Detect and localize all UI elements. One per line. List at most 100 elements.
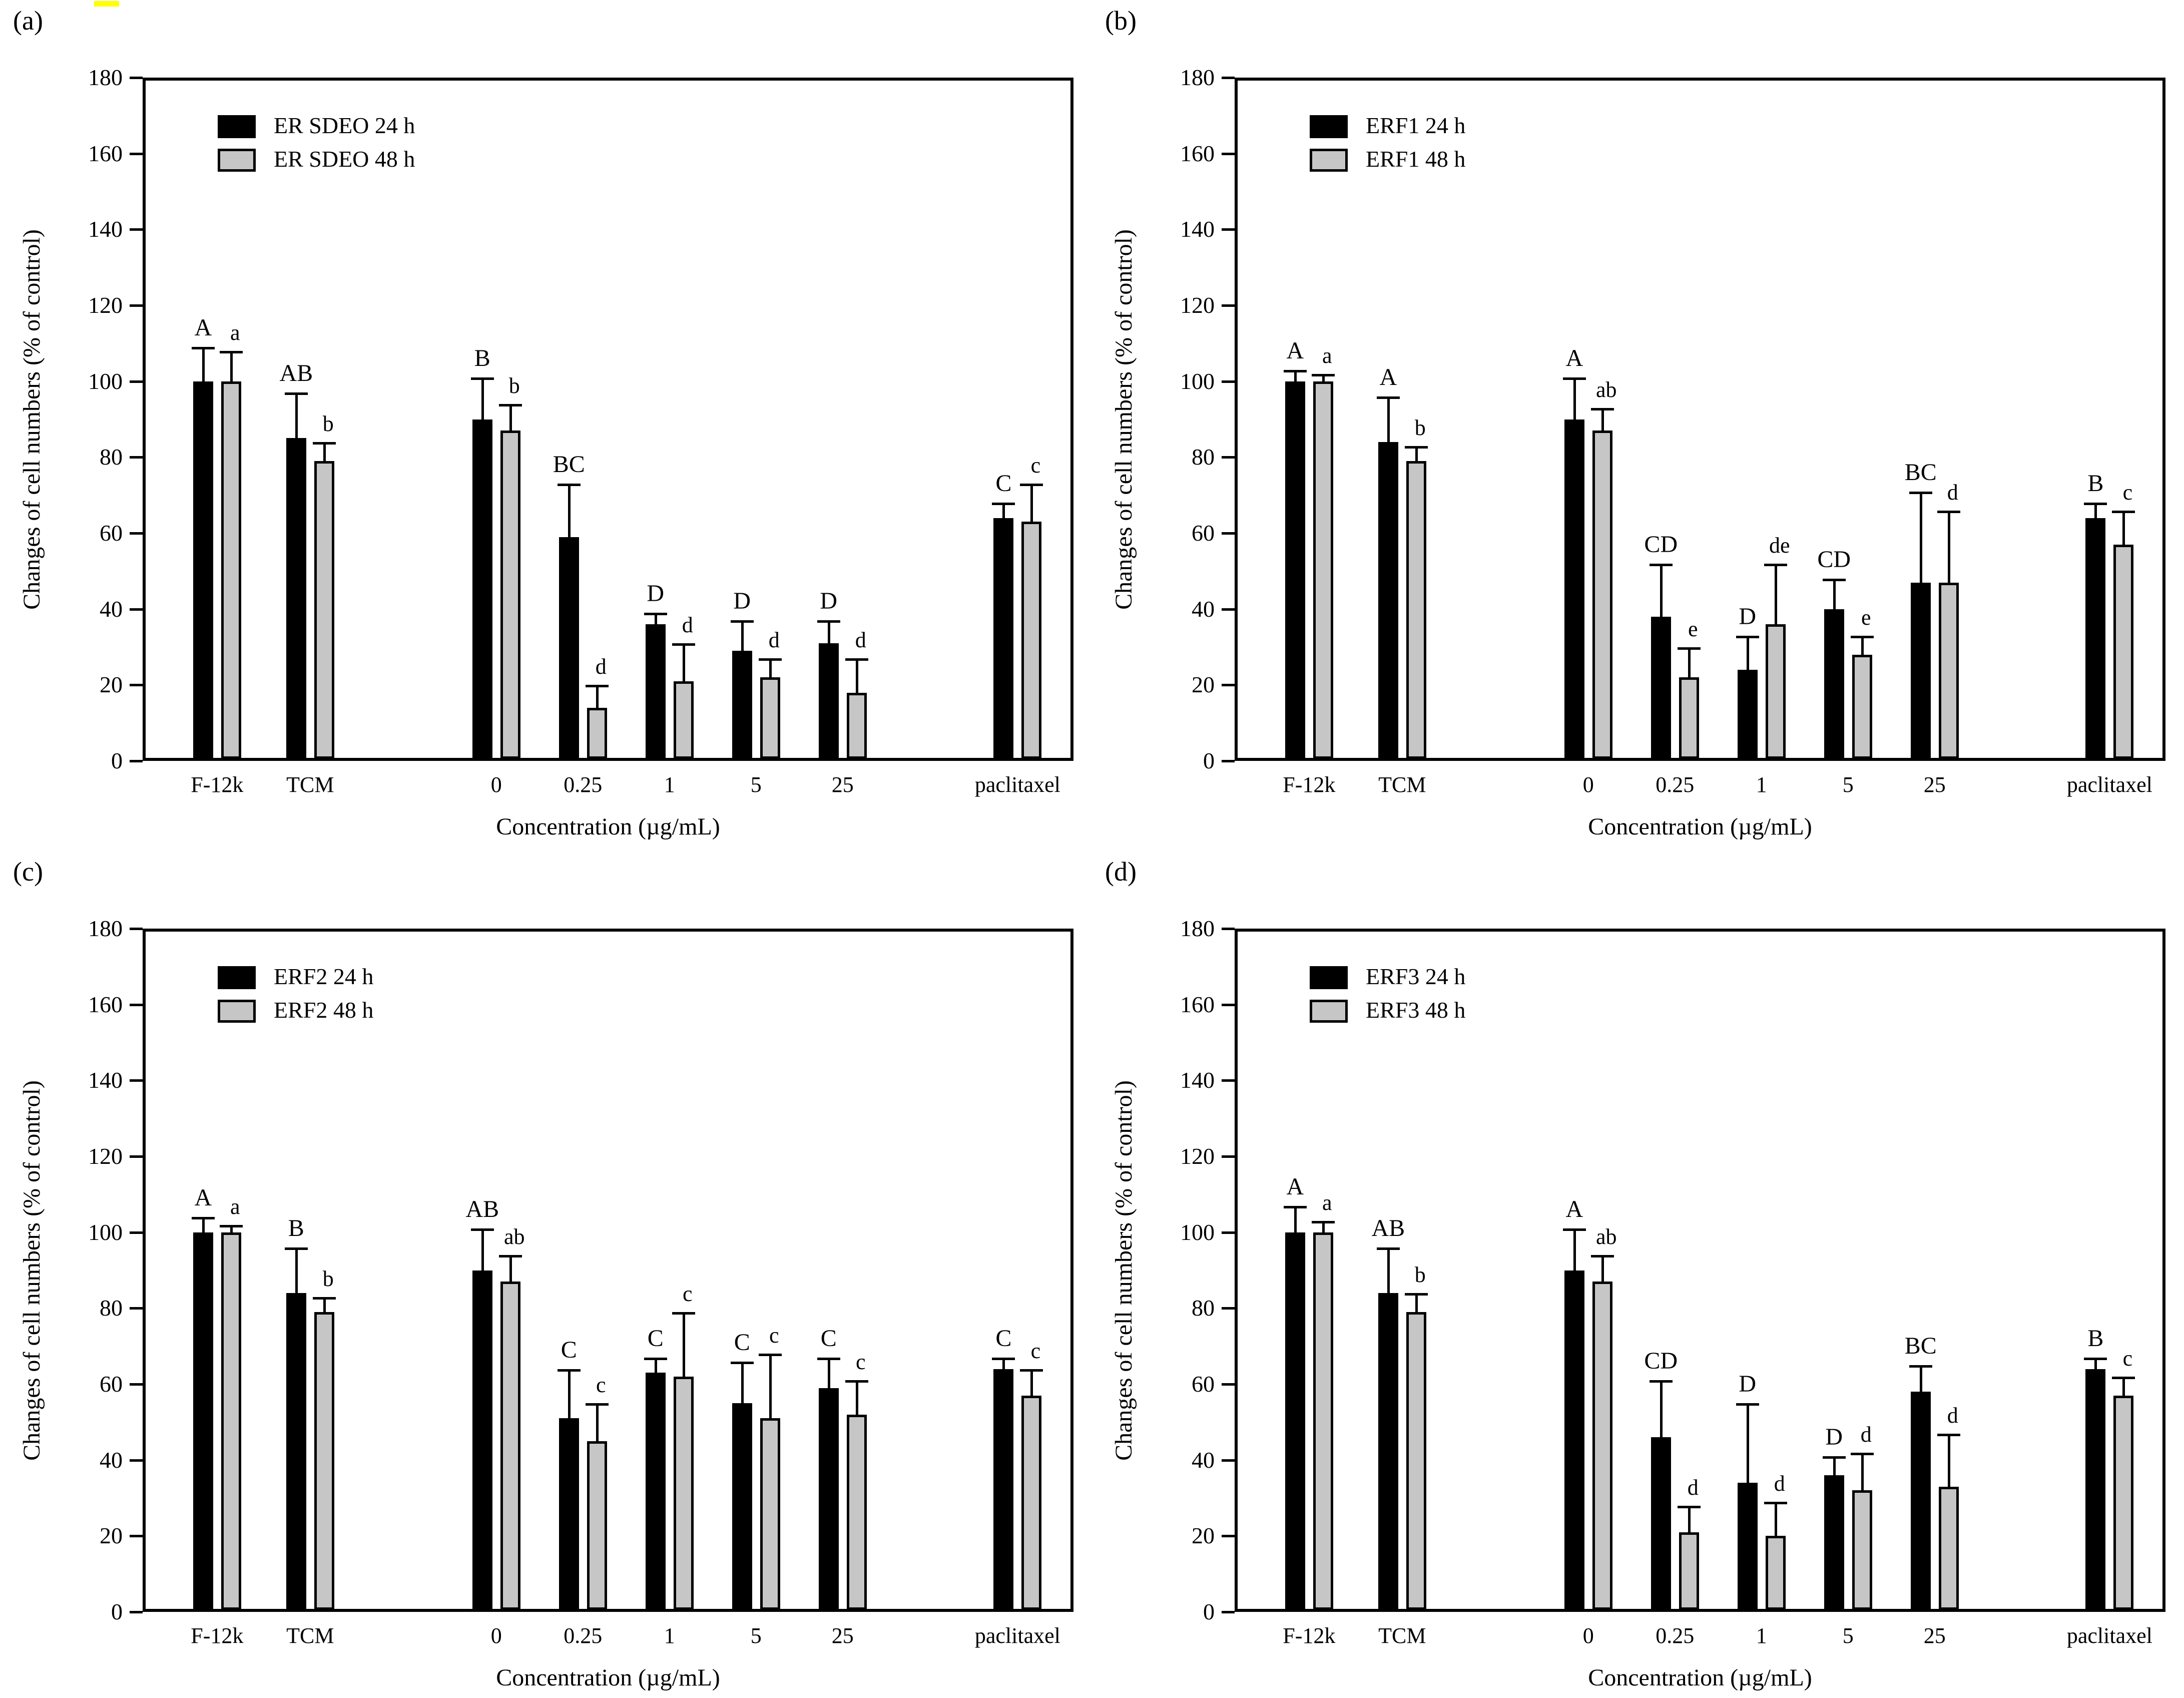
sig-letter-25-24h: D xyxy=(820,588,838,615)
error-cap-TCM-48h xyxy=(312,1297,336,1300)
y-tick-label-40: 40 xyxy=(1192,596,1215,622)
error-cap-1-24h xyxy=(1736,1403,1759,1406)
y-tick-60 xyxy=(130,1383,143,1386)
y-tick-label-120: 120 xyxy=(1180,1143,1215,1169)
bar-1-24h xyxy=(645,1373,666,1610)
y-tick-label-180: 180 xyxy=(88,65,123,90)
panel-b: (b) 0 20 40 60 80 100 120 140 160 180 Changes of ce… xyxy=(1092,0,2184,847)
error-cap-0-24h xyxy=(1562,1228,1586,1231)
y-tick-label-60: 60 xyxy=(100,1371,123,1397)
error-stem-5-24h xyxy=(741,620,744,653)
error-cap-TCM-24h xyxy=(284,1247,308,1250)
error-cap-F-12k-24h xyxy=(1283,369,1307,372)
sig-letter-1-48h: d xyxy=(1774,1471,1785,1496)
panel-a: (a) 0 20 40 60 80 100 120 140 160 180 Changes of ce… xyxy=(0,0,1092,847)
error-stem-0-48h xyxy=(1601,1255,1604,1284)
error-cap-paclitaxel-24h xyxy=(992,1357,1015,1360)
y-tick-label-20: 20 xyxy=(1192,672,1215,698)
y-tick-label-80: 80 xyxy=(100,444,123,470)
error-stem-5-24h xyxy=(1833,1456,1836,1477)
legend-label-48h: ER SDEO 48 h xyxy=(274,146,415,172)
error-cap-1-24h xyxy=(644,1357,667,1360)
panel-letter-d: (d) xyxy=(1105,857,1137,887)
sig-letter-F-12k-48h: a xyxy=(230,320,240,345)
bar-5-48h xyxy=(760,677,780,759)
error-stem-TCM-24h xyxy=(295,1247,298,1295)
y-tick-label-80: 80 xyxy=(1192,444,1215,470)
bar-0-24h xyxy=(472,419,492,759)
sig-letter-5-48h: e xyxy=(1861,605,1871,630)
sig-letter-0-24h: AB xyxy=(465,1196,499,1223)
y-tick-180 xyxy=(1222,928,1235,930)
sig-letter-TCM-24h: AB xyxy=(1371,1215,1405,1241)
sig-letter-25-24h: C xyxy=(820,1325,837,1352)
sig-letter-25-48h: d xyxy=(1947,480,1958,505)
bar-25-48h xyxy=(1938,1486,1959,1610)
x-label-F-12k: F-12k xyxy=(1283,772,1336,797)
y-tick-label-0: 0 xyxy=(111,1599,123,1624)
bar-F-12k-24h xyxy=(1285,381,1305,759)
error-cap-0.25-24h xyxy=(557,1369,581,1372)
x-label-0: 0 xyxy=(1582,772,1594,797)
sig-letter-0.25-24h: BC xyxy=(553,451,585,478)
x-label-F-12k: F-12k xyxy=(191,772,244,797)
y-tick-label-0: 0 xyxy=(1203,1599,1215,1624)
bar-F-12k-48h xyxy=(221,1232,241,1610)
y-tick-140 xyxy=(130,228,143,231)
legend-label-48h: ERF2 48 h xyxy=(274,997,374,1023)
sig-letter-1-24h: D xyxy=(1739,1370,1757,1397)
error-cap-0.25-24h xyxy=(1649,1380,1673,1383)
x-label-0.25: 0.25 xyxy=(1656,1623,1695,1648)
sig-letter-F-12k-48h: a xyxy=(1322,1190,1332,1215)
sig-letter-0-48h: ab xyxy=(1596,1224,1617,1249)
y-tick-80 xyxy=(1222,1307,1235,1310)
y-tick-label-180: 180 xyxy=(1180,65,1215,90)
sig-letter-0-48h: b xyxy=(508,373,520,398)
y-tick-140 xyxy=(1222,1079,1235,1082)
x-label-5: 5 xyxy=(750,1623,762,1648)
x-label-0: 0 xyxy=(490,772,502,797)
sig-letter-1-48h: de xyxy=(1769,533,1790,558)
error-cap-0.25-24h xyxy=(557,484,581,487)
error-stem-F-12k-48h xyxy=(1322,373,1325,383)
error-cap-5-24h xyxy=(730,620,754,623)
x-axis-title: Concentration (µg/mL) xyxy=(1588,813,1812,840)
sig-letter-0.25-48h: e xyxy=(1688,616,1698,641)
error-cap-25-24h xyxy=(817,1357,840,1360)
y-tick-180 xyxy=(130,928,143,930)
bar-0.25-48h xyxy=(587,1441,607,1610)
y-tick-0 xyxy=(1222,760,1235,762)
sig-letter-5-24h: C xyxy=(734,1329,750,1356)
x-label-TCM: TCM xyxy=(1378,772,1426,797)
bar-TCM-48h xyxy=(314,1312,334,1610)
error-cap-TCM-48h xyxy=(1404,446,1428,449)
x-label-25: 25 xyxy=(1923,772,1946,797)
sig-letter-0-48h: ab xyxy=(1596,377,1617,402)
bar-5-24h xyxy=(1824,1475,1844,1610)
error-stem-1-24h xyxy=(654,1357,657,1375)
y-tick-160 xyxy=(130,152,143,155)
y-tick-60 xyxy=(1222,1383,1235,1386)
sig-letter-0-24h: A xyxy=(1565,1196,1583,1223)
y-tick-140 xyxy=(130,1079,143,1082)
sig-letter-paclitaxel-48h: c xyxy=(1030,453,1041,478)
x-label-0.25: 0.25 xyxy=(564,772,603,797)
error-stem-paclitaxel-48h xyxy=(1030,1369,1033,1398)
error-cap-0-24h xyxy=(1562,377,1586,380)
y-axis-title: Changes of cell numbers (% of control) xyxy=(19,229,45,610)
y-tick-label-140: 140 xyxy=(88,216,123,242)
error-cap-TCM-24h xyxy=(1376,1247,1400,1250)
error-stem-0-24h xyxy=(1573,377,1576,421)
error-cap-1-24h xyxy=(1736,635,1759,638)
legend-swatch-24h xyxy=(1310,966,1348,989)
x-label-5: 5 xyxy=(750,772,762,797)
x-label-5: 5 xyxy=(1842,1623,1854,1648)
y-tick-label-160: 160 xyxy=(88,140,123,166)
error-stem-5-48h xyxy=(1861,635,1864,657)
error-stem-1-24h xyxy=(654,613,657,626)
bar-TCM-24h xyxy=(1378,1293,1398,1610)
sig-letter-TCM-48h: b xyxy=(1414,1262,1426,1287)
bar-25-24h xyxy=(818,1388,839,1610)
legend-swatch-48h xyxy=(1310,1000,1348,1023)
error-cap-F-12k-48h xyxy=(219,1224,243,1227)
